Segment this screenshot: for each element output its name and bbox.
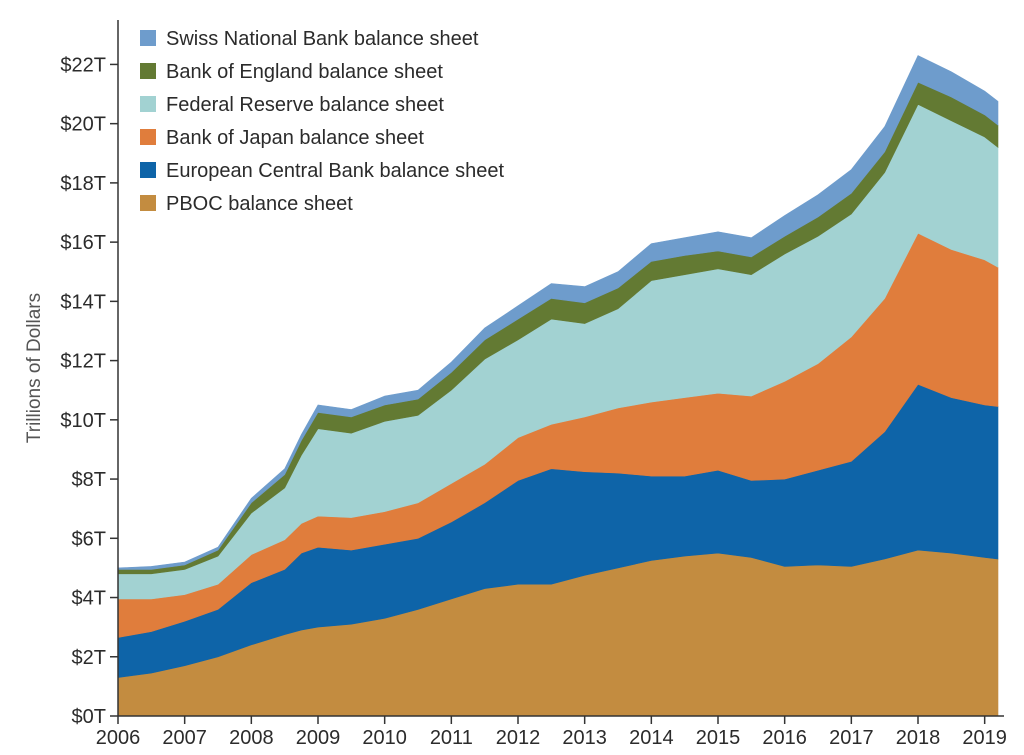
y-tick-label: $22T: [60, 54, 106, 76]
legend-swatch: [140, 63, 156, 79]
x-tick-label: 2010: [362, 727, 407, 749]
y-tick-label: $2T: [72, 647, 106, 669]
x-tick-label: 2012: [496, 727, 541, 749]
x-tick-label: 2011: [430, 727, 473, 749]
legend-swatch: [140, 195, 156, 211]
legend-swatch: [140, 30, 156, 46]
x-tick-label: 2018: [896, 727, 941, 749]
y-tick-label: $18T: [60, 173, 106, 195]
legend-swatch: [140, 129, 156, 145]
y-tick-label: $8T: [72, 469, 106, 491]
y-tick-label: $12T: [60, 351, 106, 373]
y-axis-label: Trillions of Dollars: [24, 293, 45, 443]
legend-label: Swiss National Bank balance sheet: [166, 28, 479, 50]
area-series-group: [117, 55, 999, 717]
x-tick-label: 2017: [829, 727, 874, 749]
x-tick-label: 2013: [562, 727, 607, 749]
x-tick-label: 2006: [96, 727, 141, 749]
area-series-5: [117, 55, 999, 570]
legend-swatch: [140, 162, 156, 178]
axes-group: $0T $2T $4T $6T $8T $10T $12T $14T $16T $18T $20T $…: [60, 20, 1007, 749]
legend-swatch: [140, 96, 156, 112]
x-tick-label: 2008: [229, 727, 274, 749]
legend-label: Bank of England balance sheet: [166, 61, 443, 83]
y-tick-label: $20T: [60, 114, 106, 136]
legend: Swiss National Bank balance sheet Bank of…: [140, 28, 504, 215]
x-tick-label: 2009: [296, 727, 341, 749]
x-tick-label: 2014: [629, 727, 674, 749]
y-tick-label: $10T: [60, 410, 106, 432]
legend-label: Bank of Japan balance sheet: [166, 127, 424, 149]
legend-label: European Central Bank balance sheet: [166, 160, 504, 182]
legend-label: Federal Reserve balance sheet: [166, 94, 444, 116]
y-tick-label: $4T: [72, 588, 106, 610]
y-tick-label: $16T: [60, 232, 106, 254]
legend-label: PBOC balance sheet: [166, 193, 353, 215]
x-tick-label: 2016: [762, 727, 807, 749]
y-tick-label: $6T: [72, 528, 106, 550]
y-tick-label: $0T: [72, 706, 106, 728]
x-tick-label: 2007: [162, 727, 207, 749]
x-tick-label: 2019: [962, 727, 1007, 749]
y-tick-label: $14T: [60, 291, 106, 313]
x-tick-label: 2015: [696, 727, 741, 749]
